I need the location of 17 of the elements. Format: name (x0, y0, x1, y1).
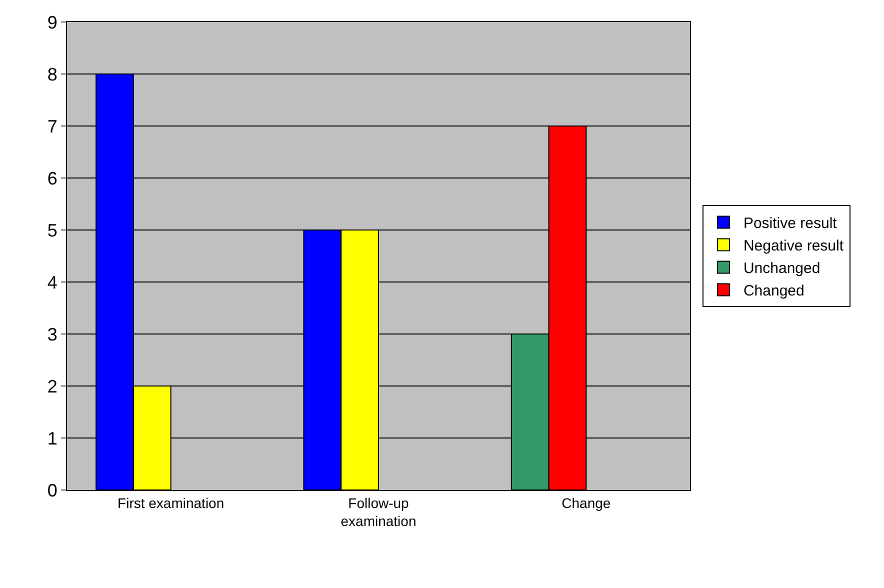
y-tick-label: 2 (47, 376, 58, 396)
x-tick-label: First examination (118, 494, 224, 511)
legend-label: Negative result (743, 238, 844, 255)
y-tick-label: 1 (47, 428, 58, 448)
y-tick-label: 7 (47, 116, 58, 136)
y-tick-label: 8 (47, 64, 58, 84)
x-tick-label: Change (562, 494, 611, 511)
y-tick-label: 5 (47, 220, 58, 240)
y-tick-label: 9 (47, 12, 58, 32)
x-tick-label: Follow-up examination (340, 494, 416, 529)
y-tick-label: 6 (47, 168, 58, 188)
legend-label: Positive result (743, 215, 838, 232)
legend-label: Changed (743, 282, 804, 300)
legend-label: Unchanged (743, 260, 820, 278)
y-tick-label: 4 (47, 272, 58, 292)
y-tick-label: 0 (47, 480, 58, 500)
y-tick-label: 3 (47, 324, 58, 344)
